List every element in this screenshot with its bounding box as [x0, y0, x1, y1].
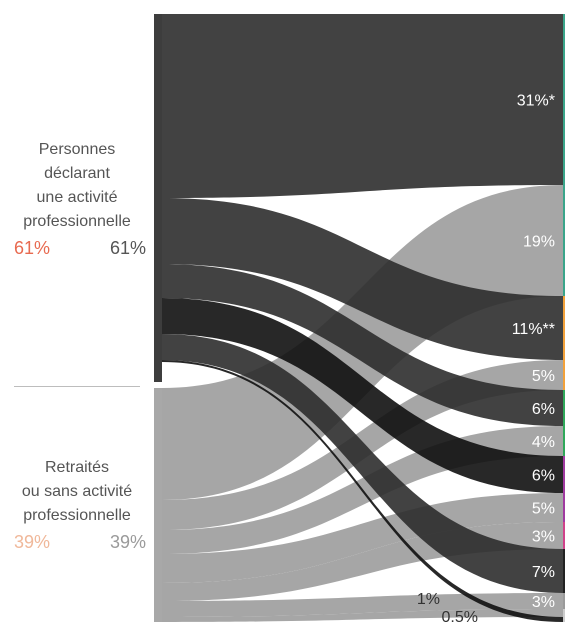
target-percent-label: 5%	[532, 368, 555, 385]
source-percent-row: 39% 39%	[2, 530, 152, 554]
source-line: ou sans activité	[21, 483, 133, 500]
target-accent-bar	[563, 609, 565, 617]
target-accent-bar	[563, 522, 565, 549]
target-accent-bar	[563, 456, 565, 493]
source-percent-primary: 39%	[14, 532, 51, 552]
source-percent-secondary: 61%	[109, 238, 146, 258]
source-line: Retraités	[44, 459, 110, 476]
target-percent-label: 11%**	[512, 321, 555, 338]
target-accent-bar	[563, 14, 565, 185]
source-node-retraites	[154, 388, 162, 622]
target-percent-label: 3%	[532, 594, 555, 611]
target-accent-bar	[563, 360, 565, 390]
source-percent-secondary: 39%	[109, 532, 146, 552]
target-accent-bar	[563, 426, 565, 456]
target-accent-bar	[563, 185, 565, 296]
sankey-link	[162, 198, 563, 360]
source-line: une activité	[36, 189, 118, 206]
sankey-link	[162, 14, 563, 198]
sankey-link	[162, 298, 563, 493]
target-percent-label: 19%	[523, 234, 555, 251]
source-percent-row: 61% 61%	[2, 236, 152, 260]
target-accent-bar	[563, 549, 565, 593]
source-label-actifs: Personnes déclarant une activité profess…	[2, 138, 152, 260]
target-accent-bar	[563, 296, 565, 360]
target-percent-label: 0.5%	[442, 609, 478, 624]
target-accent-bar	[563, 390, 565, 426]
target-percent-label: 6%	[532, 401, 555, 418]
source-label-retraites: Retraités ou sans activité professionnel…	[2, 456, 152, 554]
target-accent-bar	[563, 617, 565, 622]
source-percent-primary: 61%	[14, 238, 51, 258]
target-percent-label: 1%	[417, 591, 440, 608]
target-percent-label: 4%	[532, 434, 555, 451]
source-line: Personnes	[38, 141, 116, 158]
source-line: professionnelle	[23, 507, 131, 524]
target-percent-label: 31%*	[517, 93, 555, 110]
target-accent-bar	[563, 593, 565, 609]
sankey-link	[162, 334, 563, 593]
target-percent-label: 3%	[532, 529, 555, 546]
target-percent-label: 7%	[532, 564, 555, 581]
target-percent-label: 6%	[532, 468, 555, 485]
sankey-link	[162, 593, 563, 617]
sankey-link	[162, 264, 563, 426]
target-percent-label: 5%	[532, 501, 555, 518]
source-line: déclarant	[44, 165, 110, 182]
source-divider	[14, 386, 140, 387]
sankey-link	[162, 493, 563, 583]
source-line: professionnelle	[23, 213, 131, 230]
target-accent-bar	[563, 493, 565, 522]
sankey-link	[162, 609, 563, 622]
sankey-link	[162, 360, 563, 622]
source-node-actifs	[154, 14, 162, 382]
